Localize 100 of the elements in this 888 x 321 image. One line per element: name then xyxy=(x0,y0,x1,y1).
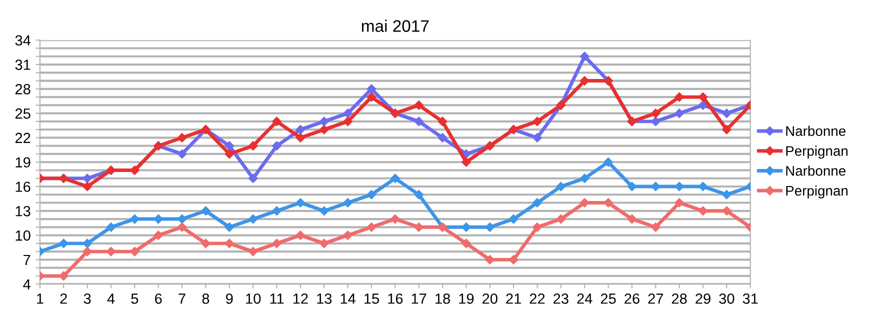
point xyxy=(319,238,329,248)
point xyxy=(485,255,495,264)
point xyxy=(627,214,637,224)
x-tick-label: 14 xyxy=(340,294,356,304)
point xyxy=(248,141,258,150)
x-tick-label: 22 xyxy=(530,294,545,304)
point xyxy=(722,124,732,134)
point xyxy=(224,222,234,232)
point xyxy=(343,116,352,126)
point xyxy=(698,100,708,110)
point xyxy=(272,116,282,126)
point xyxy=(698,92,708,102)
y-tick-label: 13 xyxy=(16,206,30,216)
point xyxy=(532,116,542,126)
x-tick-label: 16 xyxy=(388,294,403,304)
chart-title: mai 2017 xyxy=(362,20,429,32)
x-tick-label: 31 xyxy=(742,294,758,304)
point xyxy=(580,52,590,62)
point xyxy=(604,157,613,167)
point xyxy=(154,230,163,240)
point xyxy=(438,133,448,142)
point xyxy=(698,182,708,192)
point xyxy=(438,116,448,126)
legend-label: Narbonne xyxy=(786,166,846,176)
x-tick-label: 12 xyxy=(293,294,308,304)
point xyxy=(366,222,376,232)
point xyxy=(272,141,282,150)
point xyxy=(59,238,68,248)
point xyxy=(556,182,566,192)
point xyxy=(224,149,234,159)
point xyxy=(106,222,116,232)
point xyxy=(651,116,660,126)
point xyxy=(130,214,140,224)
point xyxy=(580,174,590,183)
y-tick-label: 31 xyxy=(15,60,30,70)
point xyxy=(508,255,518,264)
point xyxy=(59,271,68,281)
point xyxy=(651,182,660,192)
x-tick-label: 17 xyxy=(412,294,426,304)
point xyxy=(248,174,258,183)
point xyxy=(224,141,234,150)
point xyxy=(366,84,376,94)
point xyxy=(414,222,424,232)
point xyxy=(722,190,732,200)
point xyxy=(272,238,282,248)
point xyxy=(319,124,329,134)
point xyxy=(532,198,542,208)
point xyxy=(698,206,708,216)
point xyxy=(296,124,306,134)
point xyxy=(82,238,92,248)
point xyxy=(580,76,590,86)
point xyxy=(722,108,732,118)
point xyxy=(462,157,471,167)
point xyxy=(248,246,258,256)
x-tick-label: 23 xyxy=(554,294,568,304)
point xyxy=(674,108,684,118)
x-tick-label: 27 xyxy=(648,294,664,304)
point xyxy=(390,174,400,183)
y-tick-label: 28 xyxy=(15,84,30,94)
point xyxy=(414,116,424,126)
point xyxy=(674,182,684,192)
x-tick-label: 26 xyxy=(624,294,640,304)
point xyxy=(319,206,329,216)
point xyxy=(462,222,471,232)
x-tick-label: 7 xyxy=(178,294,186,304)
point xyxy=(651,108,660,118)
y-tick-label: 25 xyxy=(15,108,30,119)
point xyxy=(343,230,352,240)
point xyxy=(177,133,187,142)
point xyxy=(248,214,258,224)
x-tick-label: 10 xyxy=(246,294,261,304)
x-tick-label: 11 xyxy=(270,294,284,304)
x-tick-label: 21 xyxy=(506,294,521,304)
legend-label: Perpignan xyxy=(786,185,848,198)
point xyxy=(177,214,187,224)
legend-label: Narbonne xyxy=(786,126,846,136)
x-tick-label: 3 xyxy=(84,294,91,304)
point xyxy=(674,198,684,208)
point xyxy=(627,182,637,192)
x-tick-label: 13 xyxy=(317,294,332,304)
point xyxy=(130,246,140,256)
point xyxy=(82,246,92,256)
point xyxy=(201,238,210,248)
point xyxy=(319,116,329,126)
point xyxy=(722,206,732,216)
x-tick-label: 29 xyxy=(696,294,710,304)
point xyxy=(177,222,187,232)
x-tick-label: 24 xyxy=(577,294,592,304)
point xyxy=(296,133,306,142)
y-tick-label: 22 xyxy=(15,132,30,143)
x-tick-label: 30 xyxy=(719,294,734,304)
x-tick-label: 8 xyxy=(202,294,210,304)
point xyxy=(201,206,210,216)
point xyxy=(343,198,352,208)
point xyxy=(508,214,518,224)
point xyxy=(532,133,542,142)
x-tick-label: 2 xyxy=(60,294,67,304)
point xyxy=(390,214,400,224)
point xyxy=(296,198,306,208)
y-tick-label: 10 xyxy=(16,230,30,241)
